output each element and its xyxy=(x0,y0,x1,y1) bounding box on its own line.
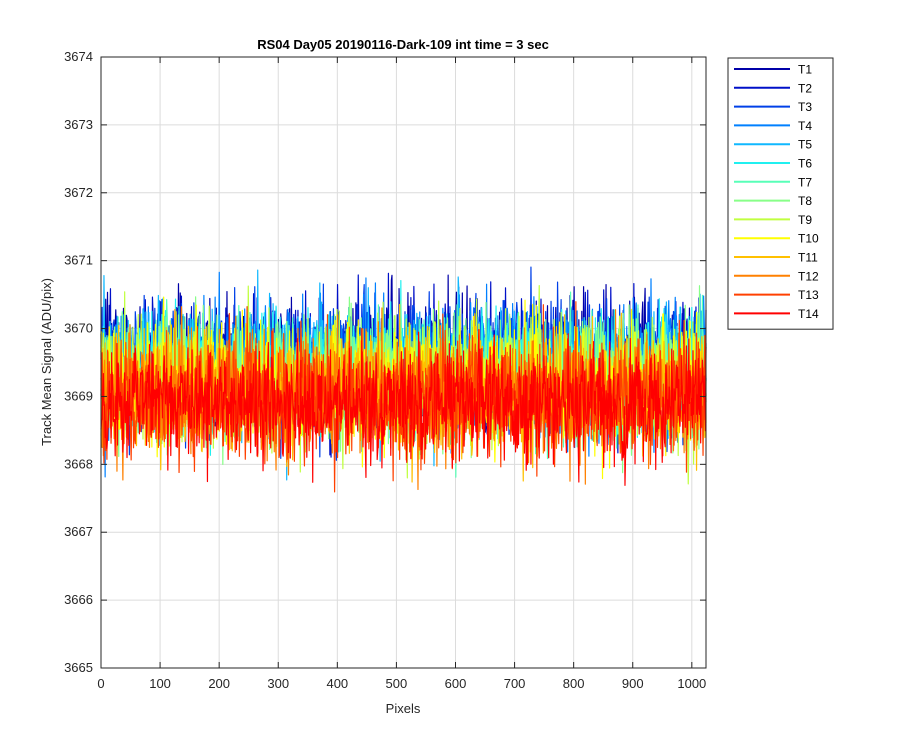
x-tick-label: 700 xyxy=(504,676,526,691)
y-tick-label: 3666 xyxy=(64,592,93,607)
legend-label-t3: T3 xyxy=(798,100,812,114)
x-tick-label: 800 xyxy=(563,676,585,691)
x-tick-label: 900 xyxy=(622,676,644,691)
y-tick-label: 3672 xyxy=(64,185,93,200)
y-tick-label: 3673 xyxy=(64,117,93,132)
x-tick-label: 400 xyxy=(326,676,348,691)
x-tick-label: 100 xyxy=(149,676,171,691)
x-tick-label: 1000 xyxy=(677,676,706,691)
legend-label-t11: T11 xyxy=(798,251,818,265)
y-tick-label: 3669 xyxy=(64,388,93,403)
legend-label-t12: T12 xyxy=(798,269,819,283)
legend: T1 T2 T3 T4 T5 T6 T7 T8 T9 T10 T11 T12 T13 T14 xyxy=(727,57,834,330)
x-tick-label: 500 xyxy=(386,676,408,691)
y-tick-label: 3668 xyxy=(64,456,93,471)
legend-label-t6: T6 xyxy=(798,157,812,171)
x-axis-label: Pixels xyxy=(386,701,421,716)
legend-label-t4: T4 xyxy=(798,119,812,133)
x-tick-label: 200 xyxy=(208,676,230,691)
legend-label-t8: T8 xyxy=(798,194,812,208)
x-tick-label: 0 xyxy=(97,676,104,691)
legend-label-t1: T1 xyxy=(798,63,812,77)
legend-label-t13: T13 xyxy=(798,288,819,302)
legend-label-t5: T5 xyxy=(798,138,812,152)
x-tick-label: 600 xyxy=(445,676,467,691)
y-tick-label: 3670 xyxy=(64,321,93,336)
series-group xyxy=(100,266,707,493)
series-line-t14 xyxy=(100,327,707,486)
legend-label-t10: T10 xyxy=(798,232,819,246)
legend-label-t7: T7 xyxy=(798,175,812,189)
y-tick-label: 3665 xyxy=(64,660,93,675)
chart-title: RS04 Day05 20190116-Dark-109 int time = … xyxy=(257,37,549,52)
y-tick-label: 3671 xyxy=(64,253,93,268)
x-tick-label: 300 xyxy=(267,676,289,691)
y-tick-label: 3674 xyxy=(64,49,93,64)
y-tick-label: 3667 xyxy=(64,524,93,539)
ticks: 0 100 200 300 400 500 600 700 800 900 1000 3665 3666… xyxy=(64,49,706,691)
y-axis-label: Track Mean Signal (ADU/pix) xyxy=(39,278,54,446)
legend-label-t2: T2 xyxy=(798,81,812,95)
legend-label-t14: T14 xyxy=(798,307,819,321)
legend-label-t9: T9 xyxy=(798,213,812,227)
axes-box xyxy=(100,56,707,669)
legend-box xyxy=(727,57,834,330)
